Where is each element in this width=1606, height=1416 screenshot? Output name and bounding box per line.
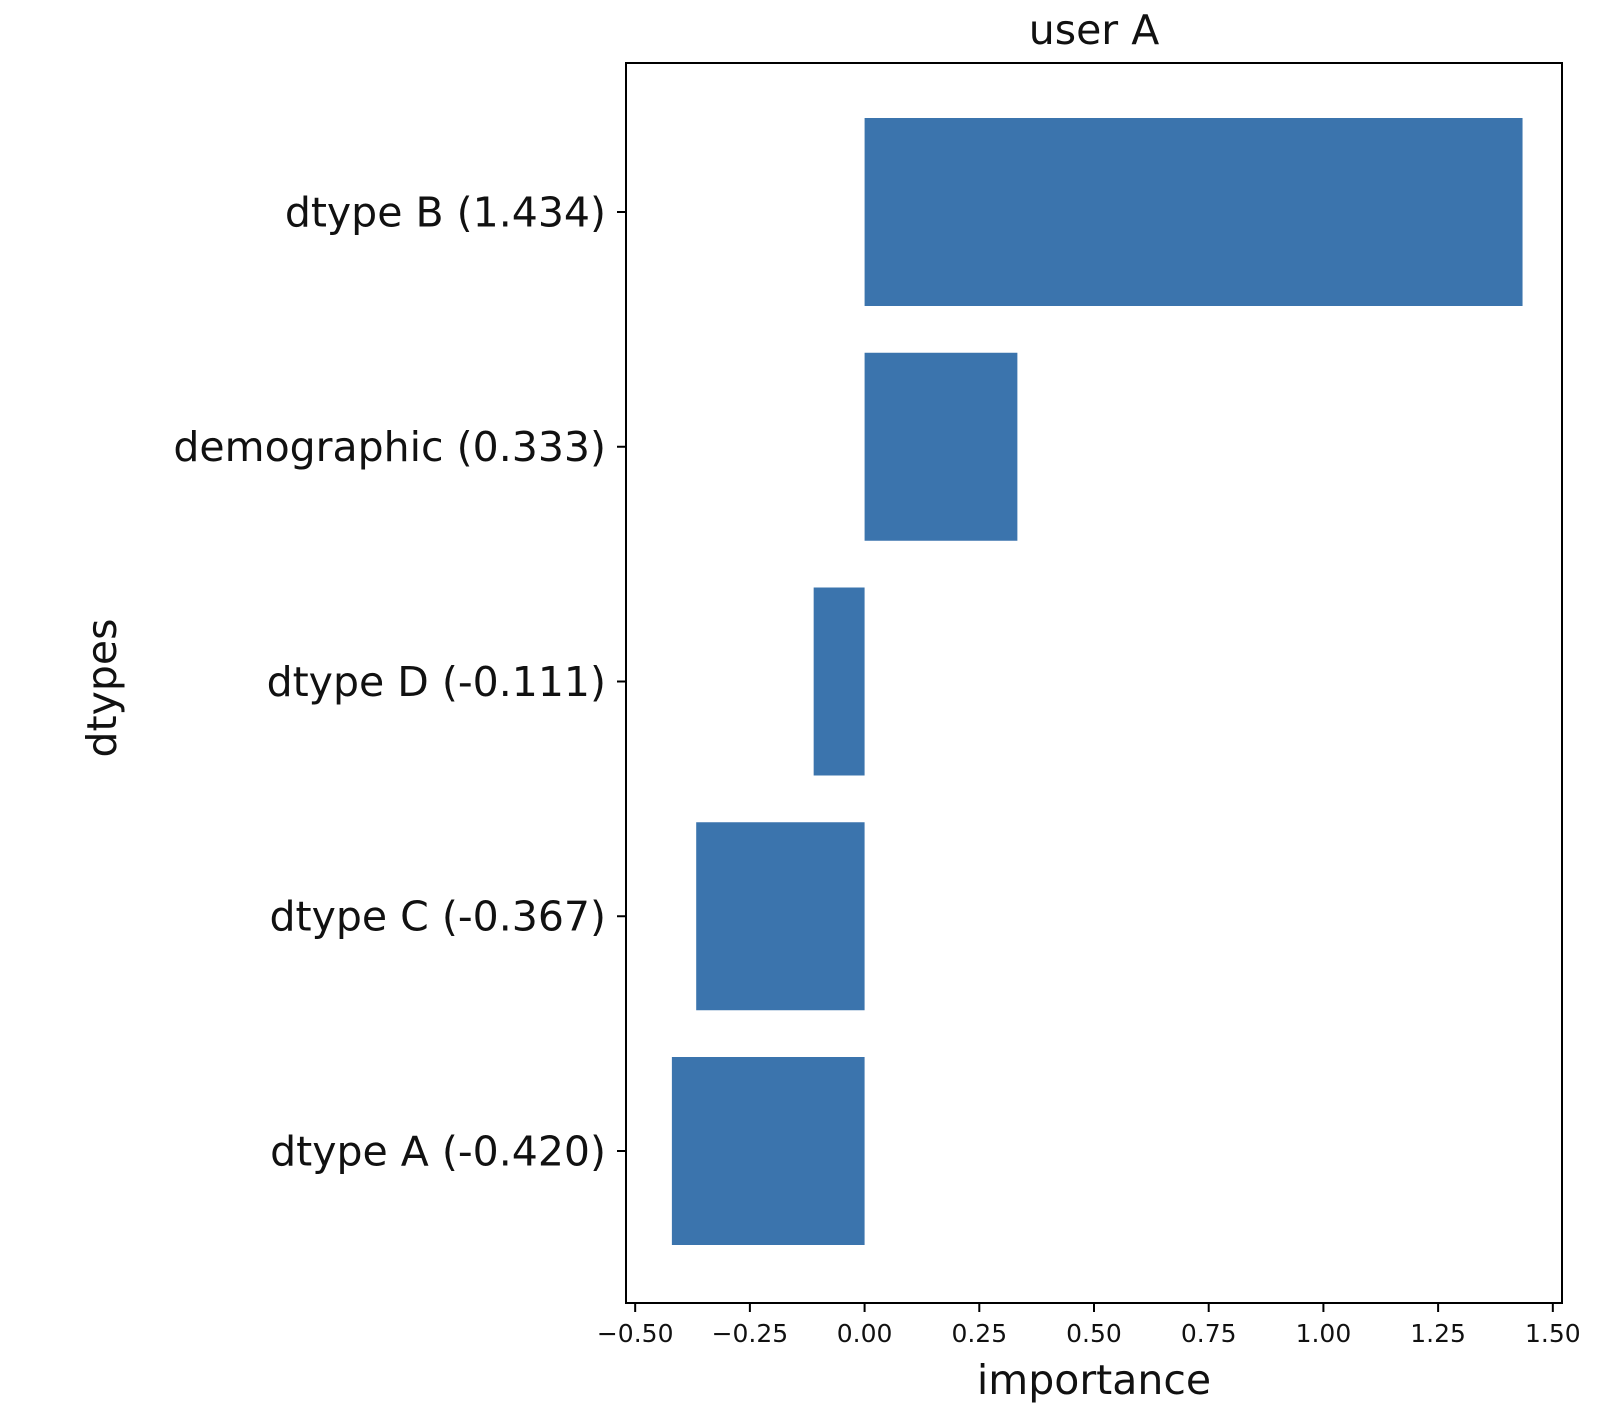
y-tick-label: demographic (0.333) — [173, 423, 606, 471]
y-tick-label: dtype A (-0.420) — [270, 1127, 606, 1175]
x-tick-label: 0.25 — [951, 1319, 1007, 1348]
x-tick-label: 0.75 — [1181, 1319, 1237, 1348]
x-tick-label: 1.00 — [1296, 1319, 1352, 1348]
y-axis-label: dtypes — [78, 619, 126, 758]
bar — [671, 1057, 865, 1245]
x-tick-label: 0.50 — [1066, 1319, 1122, 1348]
y-tick-label: dtype D (-0.111) — [267, 658, 606, 706]
y-axis: dtype B (1.434) demographic (0.333) dtype … — [173, 188, 626, 1175]
x-tick-label: 1.50 — [1525, 1319, 1581, 1348]
x-axis: −0.50 −0.25 0.00 0.25 0.50 0.75 1.00 1.25 1.50 — [597, 1303, 1581, 1348]
bar — [813, 587, 865, 776]
chart-title: user A — [1029, 6, 1160, 54]
bars-layer — [671, 118, 1523, 1245]
bar — [864, 352, 1018, 541]
y-tick-label: dtype C (-0.367) — [270, 893, 606, 941]
bar — [864, 118, 1523, 306]
y-tick-label: dtype B (1.434) — [285, 188, 606, 236]
x-tick-label: 0.00 — [837, 1319, 893, 1348]
x-axis-label: importance — [977, 1356, 1211, 1404]
x-tick-label: −0.25 — [712, 1319, 789, 1348]
x-tick-label: 1.25 — [1410, 1319, 1466, 1348]
x-tick-label: −0.50 — [597, 1319, 674, 1348]
bar — [696, 822, 865, 1011]
